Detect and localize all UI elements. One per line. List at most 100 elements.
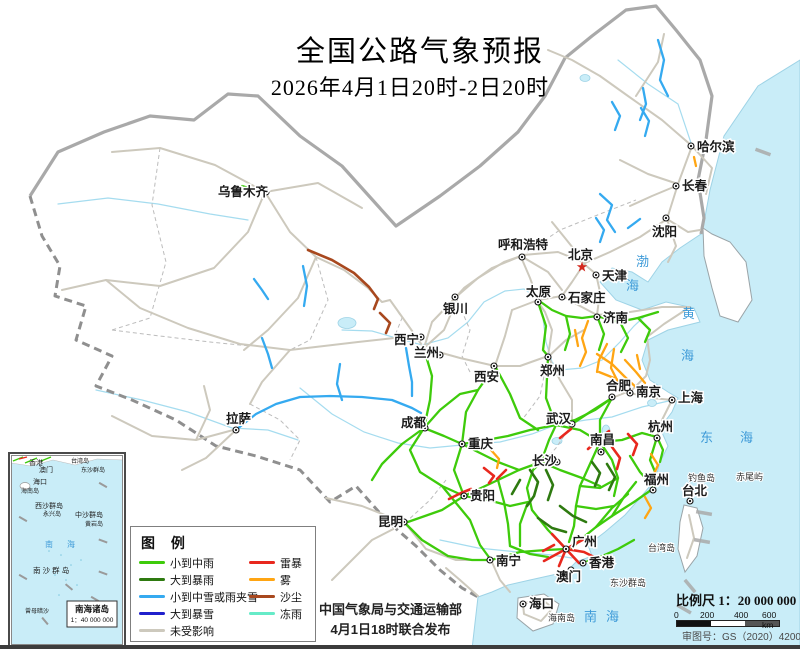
legend-label: 大到暴雨 xyxy=(170,574,214,587)
road-none xyxy=(315,256,391,303)
road-sand xyxy=(378,311,392,335)
road-none xyxy=(389,299,425,349)
island-label: 赤尾屿 xyxy=(736,472,763,482)
city-marker-dot xyxy=(460,442,464,446)
inset-label: 南 xyxy=(45,539,53,549)
river xyxy=(57,197,249,221)
city-label: 天津 xyxy=(602,268,628,283)
road-thunder xyxy=(558,427,573,440)
road-none xyxy=(423,296,457,349)
legend-swatch-rain xyxy=(139,561,165,564)
sea-area xyxy=(471,59,800,649)
inset-island-chain-mark xyxy=(64,583,74,591)
road-rain xyxy=(493,364,540,432)
sea-name-label: 海 xyxy=(626,278,639,293)
city-marker-dot xyxy=(520,255,524,259)
legend-label: 大到暴雪 xyxy=(170,608,214,621)
city-marker-dot xyxy=(570,422,574,426)
island-chain-mark xyxy=(693,537,711,545)
road-none xyxy=(595,273,601,316)
road-none xyxy=(619,159,679,185)
publisher-line2: 4月1日18时联合发布 xyxy=(330,622,451,637)
inset-label: 香港 xyxy=(29,458,43,467)
city-marker-dot xyxy=(536,300,540,304)
city-label: 杭州 xyxy=(648,419,673,434)
legend-item-fog: 雾 xyxy=(249,571,302,588)
road-snow xyxy=(626,217,642,230)
city-label: 西安 xyxy=(474,369,499,384)
inset-scale: 1：40 000 000 xyxy=(71,617,114,624)
road-none xyxy=(490,559,511,593)
road-thunder xyxy=(626,432,639,457)
road-rain xyxy=(567,440,602,544)
road-none xyxy=(561,295,598,316)
road-none xyxy=(494,355,549,367)
city-marker-dot xyxy=(674,184,678,188)
road-snow xyxy=(235,394,423,431)
city-label: 乌鲁木齐 xyxy=(218,184,269,199)
inset-road-thunder xyxy=(18,456,28,460)
legend-title: 图 例 xyxy=(141,535,191,551)
road-snow xyxy=(301,264,309,308)
road-hrain xyxy=(510,478,522,496)
road-none xyxy=(520,255,563,291)
road-rain xyxy=(460,364,497,446)
sea-name-label: 海 xyxy=(606,609,619,624)
inset-label: 东沙群岛 xyxy=(81,466,105,474)
city-marker-dot xyxy=(462,494,466,498)
city-label: 长沙 xyxy=(532,453,558,468)
road-rain xyxy=(403,494,466,525)
road-rain xyxy=(370,426,426,482)
road-none xyxy=(596,306,691,316)
island-chain-mark xyxy=(676,603,692,615)
road-rain xyxy=(648,435,659,490)
legend-swatch-hrain xyxy=(139,578,165,581)
scale-ticks: 0 200 400 600 km xyxy=(674,610,778,630)
road-fog xyxy=(692,155,698,168)
inset-reef-dot xyxy=(60,554,62,556)
river xyxy=(617,59,693,147)
road-rain xyxy=(422,426,464,446)
road-fog xyxy=(595,352,650,398)
road-hrain xyxy=(525,468,540,508)
road-rain xyxy=(452,442,466,498)
city-marker-dot xyxy=(569,568,573,572)
inset-mainland-coast xyxy=(11,455,123,467)
forecast-period: 2026年4月1日20时-2日20时 xyxy=(270,75,550,100)
inset-label: 西沙群岛 xyxy=(35,501,63,510)
inset-island-chain-mark xyxy=(41,616,49,626)
legend-column-right: 雷暴雾沙尘 冻雨 xyxy=(249,554,302,622)
road-none xyxy=(445,567,479,597)
road-none xyxy=(551,221,586,264)
road-rain xyxy=(564,314,599,320)
road-rain xyxy=(594,492,630,529)
road-fog xyxy=(595,342,609,374)
inset-label: 台湾岛 xyxy=(71,457,89,465)
scale-label: 比例尺 1：20 000 000 xyxy=(676,593,797,608)
inset-label: 澳门 xyxy=(39,465,53,474)
province-boundary xyxy=(111,329,251,347)
inset-reef-dot xyxy=(54,574,56,576)
south-china-sea-inset: 香港 台湾岛 澳门 东沙群岛 海口 海南岛 西沙群岛 永兴岛 中沙群岛 黄岩岛南 海南 沙 群 岛曾… xyxy=(8,452,126,648)
legend-item-snow: 小到中雪或雨夹雪 xyxy=(139,588,258,605)
road-fog xyxy=(573,328,580,348)
inset-label: 黄岩岛 xyxy=(85,520,103,528)
road-rain xyxy=(636,316,652,344)
road-none xyxy=(423,347,496,367)
road-fog xyxy=(578,319,590,368)
city-label: 郑州 xyxy=(540,363,565,378)
scale-tick: 0 xyxy=(674,610,679,620)
publisher-line1: 中国气象局与交通运输部 xyxy=(318,602,462,617)
river xyxy=(95,389,299,441)
city-marker-dot xyxy=(664,216,668,220)
legend-label: 沙尘 xyxy=(280,591,302,604)
city-label: 呼和浩特 xyxy=(498,237,549,252)
inset-reef-dot xyxy=(76,584,78,586)
island-label: 钓鱼岛 xyxy=(688,472,715,483)
city-marker-dot xyxy=(234,428,238,432)
road-none xyxy=(511,299,539,311)
city-marker-dot xyxy=(264,190,268,194)
road-rain xyxy=(554,423,602,444)
